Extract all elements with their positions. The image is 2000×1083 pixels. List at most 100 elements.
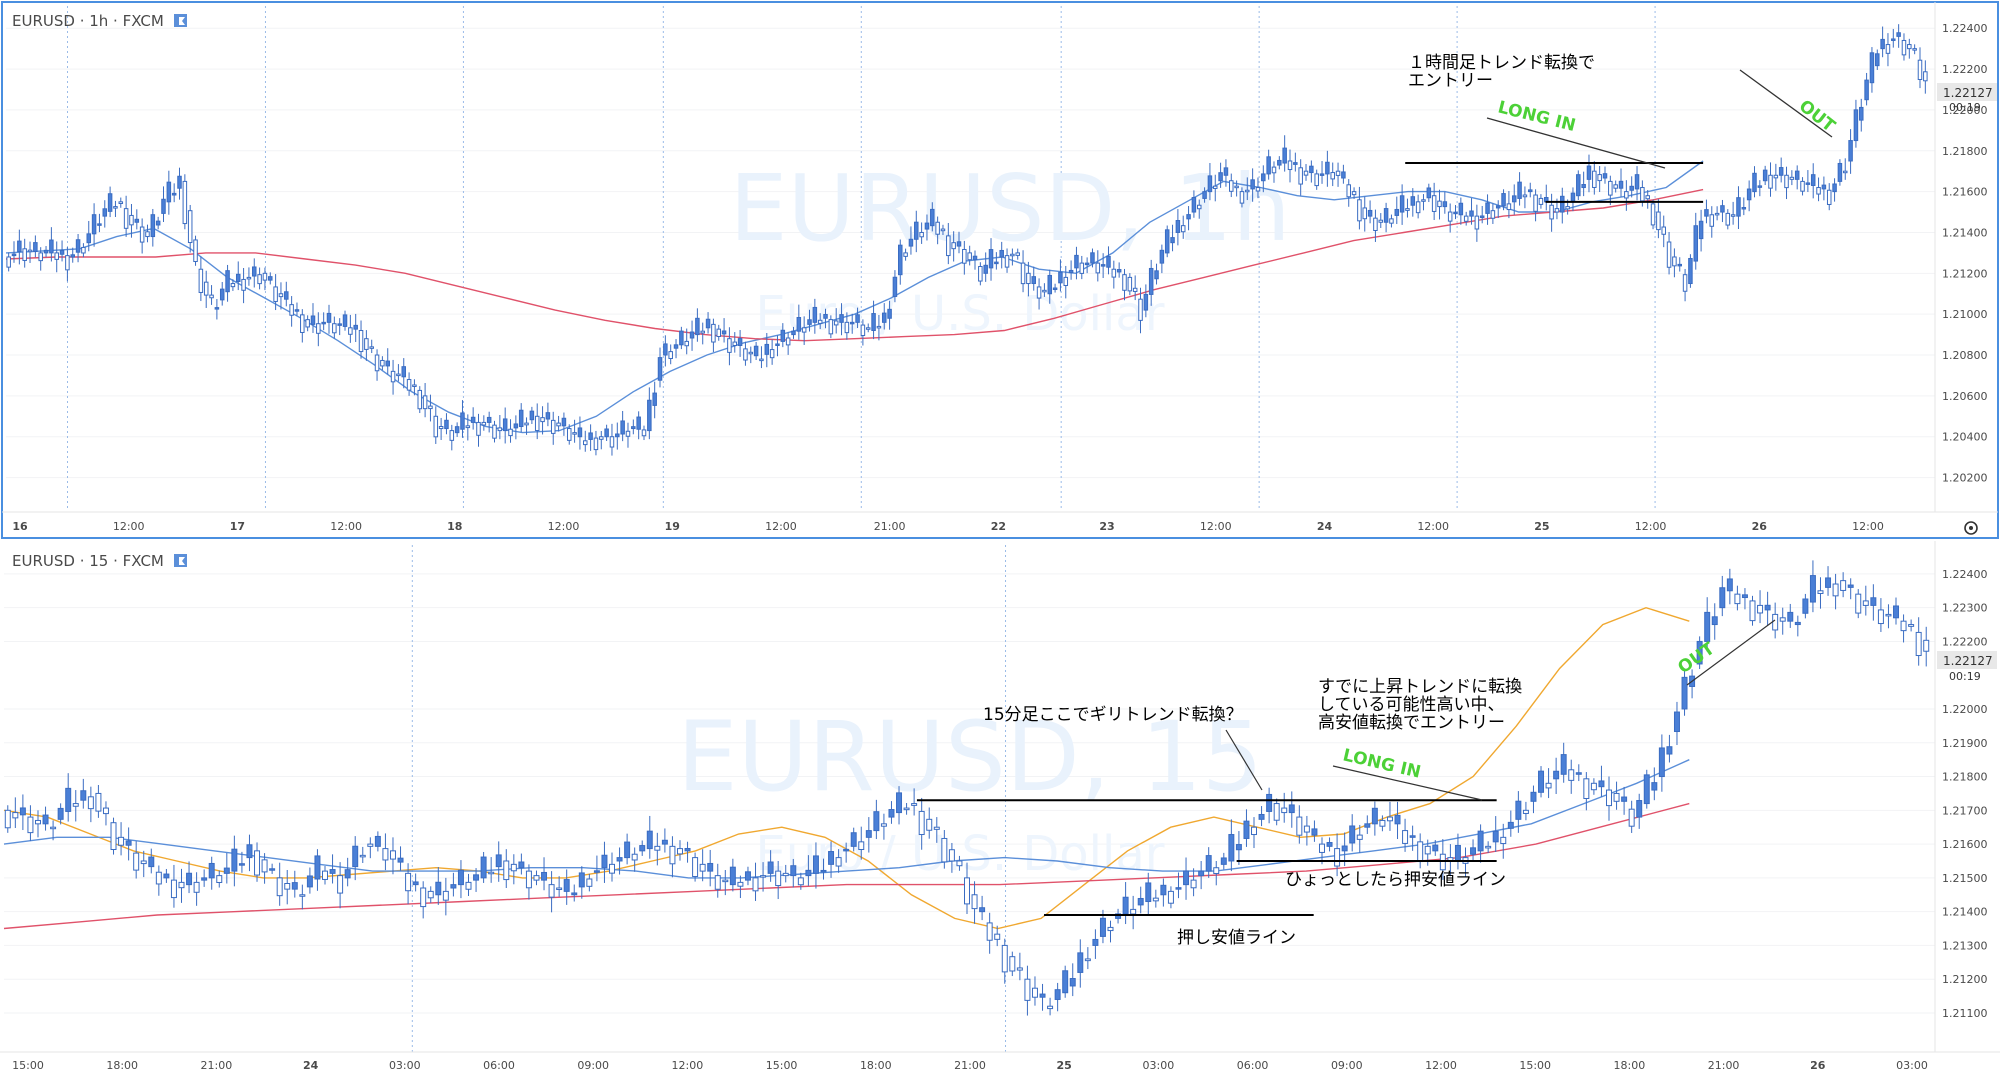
candle-body — [1656, 211, 1661, 231]
candle-body — [1250, 179, 1255, 190]
candle-body — [1107, 926, 1114, 932]
candle-body — [775, 343, 780, 346]
candle-body — [1004, 255, 1010, 268]
candle-body — [289, 304, 294, 316]
candle-body — [1794, 621, 1801, 626]
candle-body — [254, 850, 261, 876]
candle-body — [692, 857, 699, 878]
candle-body — [102, 807, 109, 815]
candle-body — [999, 249, 1004, 258]
candle-body — [306, 875, 313, 888]
candle-body — [19, 807, 26, 816]
candle-body — [1855, 593, 1862, 614]
candle-body — [979, 907, 986, 913]
candle-body — [433, 415, 439, 438]
candle-body — [495, 854, 502, 868]
candle-body — [412, 384, 417, 387]
candle-body — [743, 348, 748, 361]
candle-body — [1031, 276, 1036, 285]
candle-body — [1800, 180, 1805, 192]
candle-body — [6, 256, 11, 268]
candle-body — [978, 266, 983, 282]
candle-body — [310, 315, 316, 325]
candle-body — [305, 319, 310, 328]
candle-body — [170, 879, 177, 899]
candle-body — [1062, 970, 1069, 994]
candle-body — [1095, 262, 1101, 274]
flag-icon[interactable] — [174, 14, 187, 27]
candle-body — [812, 306, 818, 323]
candle-body — [216, 875, 223, 883]
candle-body — [588, 432, 593, 440]
candle-body — [1130, 908, 1137, 915]
panel-1h[interactable]: EURUSD, 1h Euro / U.S. Dollar １時間足トレンド転換… — [1, 1, 1999, 539]
time-tick-label: 12:00 — [1417, 520, 1449, 533]
candle-body — [367, 843, 374, 847]
candle-body — [529, 410, 535, 421]
flag-icon[interactable] — [174, 554, 187, 567]
candle-body — [1869, 52, 1875, 84]
price-axis[interactable]: 1.22400 1.22200 1.22000 1.21800 1.21600 1.214… — [1942, 22, 1988, 484]
candle-body — [707, 862, 714, 872]
time-axis[interactable]: 15:00 18:00 21:00 24 03:00 06:00 09:00 12:00 15:… — [12, 1059, 1928, 1072]
candle-body — [946, 235, 951, 257]
candle-body — [888, 809, 895, 818]
candle-body — [673, 344, 679, 349]
time-tick-label: 22 — [991, 520, 1006, 533]
time-axis[interactable]: 16 12:00 17 12:00 18 12:00 19 12:00 21:00 22 23 12:… — [12, 520, 1884, 533]
candle-body — [833, 320, 839, 326]
gear-icon[interactable] — [1964, 521, 1978, 535]
candle-body — [1794, 170, 1800, 180]
candle-body — [1258, 813, 1265, 820]
candle-body — [1243, 820, 1250, 839]
candle-body — [1575, 772, 1582, 775]
candle-body — [1613, 792, 1620, 802]
panel-15m[interactable]: EURUSD, 15 Euro / U.S. Dollar 15分足ここでギリト… — [0, 541, 2000, 1083]
candle-body — [533, 875, 540, 881]
candle-body — [1901, 39, 1907, 56]
candle-body — [1010, 253, 1015, 257]
candle-body — [534, 415, 540, 432]
candle-body — [1661, 226, 1666, 235]
candle-body — [1704, 611, 1711, 642]
candle-body — [1677, 263, 1683, 267]
candle-body — [314, 855, 321, 880]
candle-body — [1296, 816, 1303, 836]
candle-body — [27, 816, 34, 834]
candle-body — [251, 266, 257, 277]
price-axis[interactable]: 1.22400 1.22300 1.22200 1.22000 1.21900 1.218… — [1942, 568, 1988, 1020]
candle-body — [316, 323, 321, 334]
candle-body — [646, 830, 653, 850]
candle-body — [1840, 580, 1847, 591]
candle-body — [1500, 836, 1507, 845]
candle-body — [235, 273, 241, 282]
price-tick-label: 1.21900 — [1942, 737, 1988, 750]
candle-body — [225, 270, 230, 293]
candle-body — [1726, 578, 1733, 592]
drawn-lines[interactable] — [916, 799, 1497, 917]
price-tick-label: 1.20600 — [1942, 390, 1988, 403]
candle-body — [903, 252, 908, 257]
symbol-label[interactable]: EURUSD · 15 · FXCM — [12, 552, 164, 570]
candle-body — [186, 872, 193, 886]
candle-body — [609, 436, 615, 448]
candle-body — [898, 244, 903, 276]
candle-body — [812, 855, 819, 874]
candle-body — [1024, 978, 1031, 1001]
candle-body — [1515, 800, 1522, 820]
candle-body — [1463, 215, 1469, 222]
candle-body — [1042, 289, 1047, 293]
candle-body — [760, 875, 767, 878]
candle-body — [679, 330, 684, 346]
candle-body — [699, 863, 706, 872]
symbol-label[interactable]: EURUSD · 1h · FXCM — [12, 12, 164, 30]
candle-body — [161, 198, 166, 214]
candle-body — [1864, 79, 1869, 101]
candle-body — [971, 894, 978, 910]
time-tick-label: 24 — [1317, 520, 1333, 533]
drawn-lines[interactable] — [1405, 162, 1704, 203]
candle-body — [1447, 211, 1453, 222]
candle-body — [420, 887, 427, 908]
candle-body — [1183, 870, 1190, 886]
candle-body — [401, 366, 407, 378]
